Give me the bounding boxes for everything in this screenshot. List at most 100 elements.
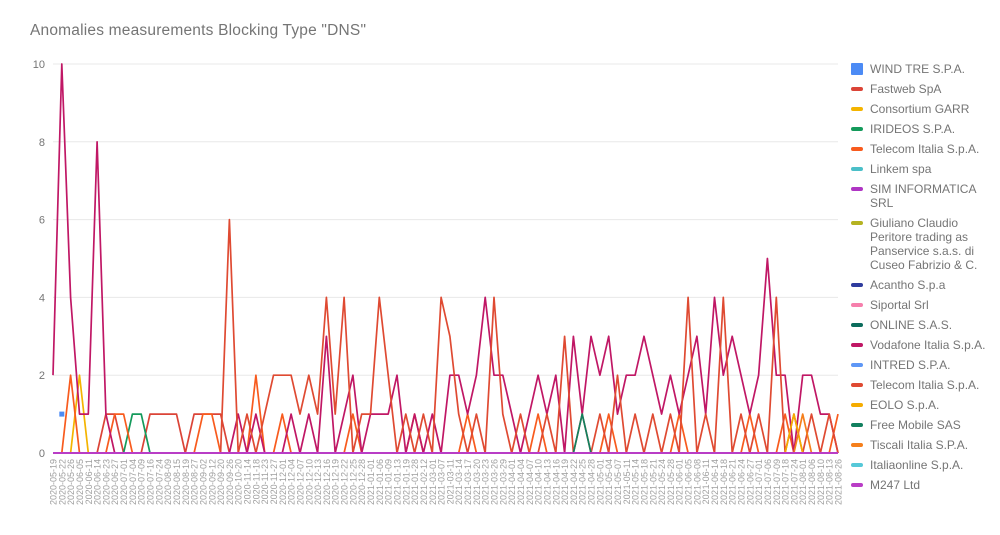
- legend-label: M247 Ltd: [870, 478, 921, 492]
- x-axis-label: 2020-06-05: [75, 459, 85, 505]
- legend-label: Telecom Italia S.p.A.: [870, 378, 980, 392]
- x-axis-label: 2020-12-10: [304, 459, 314, 505]
- legend-label: SIM INFORMATICA SRL: [870, 182, 976, 210]
- x-axis-label: 2021-03-07: [437, 459, 447, 505]
- x-axis-label: 2021-05-11: [622, 459, 632, 504]
- x-axis-label: 2020-09-02: [198, 459, 208, 505]
- series-point-0[interactable]: [59, 411, 65, 417]
- legend-label: EOLO S.p.A.: [870, 398, 940, 412]
- legend-item-1[interactable]: Fastweb SpA: [851, 82, 997, 96]
- x-axis-label: 2020-06-27: [110, 459, 120, 505]
- legend-label: INTRED S.P.A.: [870, 358, 951, 372]
- legend-label: Giuliano Claudio Peritore trading as Pan…: [870, 216, 978, 272]
- legend-item-8[interactable]: Acantho S.p.a: [851, 278, 997, 292]
- x-axis-label: 2020-07-04: [128, 459, 138, 505]
- legend-item-7[interactable]: Giuliano Claudio Peritore trading as Pan…: [851, 216, 997, 272]
- x-axis-label: 2020-09-26: [225, 459, 235, 505]
- x-axis-label: 2021-07-09: [772, 459, 782, 505]
- legend-item-11[interactable]: Vodafone Italia S.p.A.: [851, 338, 997, 352]
- legend-swatch-icon: [851, 343, 863, 347]
- legend-swatch-icon: [851, 63, 863, 75]
- legend-swatch-icon: [851, 403, 863, 407]
- legend-label: Tiscali Italia S.P.A.: [870, 438, 969, 452]
- legend-label: Acantho S.p.a: [870, 278, 946, 292]
- x-axis-label: 2020-12-07: [295, 459, 305, 505]
- x-axis-label: 2021-01-13: [392, 459, 402, 505]
- y-axis-label: 8: [39, 137, 45, 149]
- legend-label: Siportal Srl: [870, 298, 929, 312]
- legend-swatch-icon: [851, 443, 863, 447]
- x-axis-label: 2021-03-14: [454, 459, 464, 505]
- x-axis-label: 2021-04-28: [587, 459, 597, 505]
- legend-item-5[interactable]: Linkem spa: [851, 162, 997, 176]
- legend-item-10[interactable]: ONLINE S.A.S.: [851, 318, 997, 332]
- x-axis-label: 2021-08-26: [834, 459, 844, 505]
- legend-swatch-icon: [851, 187, 863, 191]
- legend-item-15[interactable]: Free Mobile SAS: [851, 418, 997, 432]
- legend-label: Telecom Italia S.p.A.: [870, 142, 980, 156]
- x-axis-label: 2020-08-27: [190, 459, 200, 505]
- x-axis-label: 2020-12-04: [287, 459, 297, 505]
- x-axis-label: 2021-06-11: [701, 459, 711, 504]
- x-axis-label: 2021-01-06: [375, 459, 385, 505]
- x-axis-label: 2021-04-04: [516, 459, 526, 505]
- x-axis-label: 2021-05-28: [666, 459, 676, 505]
- x-axis-label: 2021-01-01: [366, 459, 376, 505]
- x-axis-label: 2020-05-26: [66, 459, 76, 505]
- legend-item-16[interactable]: Tiscali Italia S.P.A.: [851, 438, 997, 452]
- legend-item-18[interactable]: M247 Ltd: [851, 478, 997, 492]
- x-axis-label: 2020-11-18: [251, 459, 261, 504]
- x-axis-label: 2021-05-21: [648, 459, 658, 505]
- legend-item-13[interactable]: Telecom Italia S.p.A.: [851, 378, 997, 392]
- x-axis-label: 2021-05-01: [595, 459, 605, 505]
- y-axis-label: 2: [39, 370, 45, 382]
- x-axis-label: 2020-11-23: [260, 459, 270, 504]
- legend-item-17[interactable]: Italiaonline S.p.A.: [851, 458, 997, 472]
- x-axis-label: 2021-07-18: [781, 459, 791, 505]
- x-axis-label: 2021-07-06: [763, 459, 773, 505]
- x-axis-label: 2021-03-23: [481, 459, 491, 505]
- x-axis-label: 2020-06-11: [84, 459, 94, 504]
- x-axis-label: 2020-11-14: [243, 459, 253, 504]
- x-axis-label: 2020-08-09: [163, 459, 173, 505]
- x-axis-label: 2020-12-13: [313, 459, 323, 505]
- series-line-11[interactable]: [52, 63, 839, 454]
- legend-item-6[interactable]: SIM INFORMATICA SRL: [851, 182, 997, 210]
- x-axis-label: 2021-07-01: [754, 459, 764, 505]
- legend-label: Free Mobile SAS: [870, 418, 961, 432]
- legend-label: Consortium GARR: [870, 102, 970, 116]
- x-axis-label: 2020-12-25: [348, 459, 358, 505]
- x-axis-label: 2021-03-11: [445, 459, 455, 504]
- chart-title: Anomalies measurements Blocking Type "DN…: [30, 22, 367, 39]
- x-axis-label: 2020-06-14: [93, 459, 103, 505]
- x-axis-label: 2020-11-27: [269, 459, 279, 504]
- x-axis-label: 2021-01-19: [401, 459, 411, 505]
- legend-item-2[interactable]: Consortium GARR: [851, 102, 997, 116]
- x-axis-label: 2021-01-09: [384, 459, 394, 505]
- x-axis-label: 2021-04-25: [578, 459, 588, 505]
- x-axis-label: 2021-04-19: [560, 459, 570, 505]
- x-axis-label: 2020-10-20: [234, 459, 244, 505]
- legend-item-4[interactable]: Telecom Italia S.p.A.: [851, 142, 997, 156]
- legend-item-3[interactable]: IRIDEOS S.P.A.: [851, 122, 997, 136]
- y-axis-label: 4: [39, 292, 45, 304]
- legend-label: ONLINE S.A.S.: [870, 318, 953, 332]
- legend-swatch-icon: [851, 283, 863, 287]
- legend-item-0[interactable]: WIND TRE S.P.A.: [851, 62, 997, 76]
- legend-label: Italiaonline S.p.A.: [870, 458, 964, 472]
- x-axis-label: 2021-05-18: [639, 459, 649, 505]
- legend-item-14[interactable]: EOLO S.p.A.: [851, 398, 997, 412]
- x-axis-label: 2021-05-24: [657, 459, 667, 505]
- legend-label: Fastweb SpA: [870, 82, 942, 96]
- legend-item-9[interactable]: Siportal Srl: [851, 298, 997, 312]
- x-axis-label: 2020-09-12: [207, 459, 217, 505]
- legend-item-12[interactable]: INTRED S.P.A.: [851, 358, 997, 372]
- x-axis-label: 2021-04-22: [569, 459, 579, 505]
- x-axis-label: 2021-03-26: [490, 459, 500, 505]
- x-axis-label: 2021-08-06: [807, 459, 817, 505]
- x-axis-label: 2021-06-27: [745, 459, 755, 505]
- legend-label: Linkem spa: [870, 162, 932, 176]
- x-axis-label: 2021-05-04: [604, 459, 614, 505]
- y-axis-label: 10: [33, 59, 45, 71]
